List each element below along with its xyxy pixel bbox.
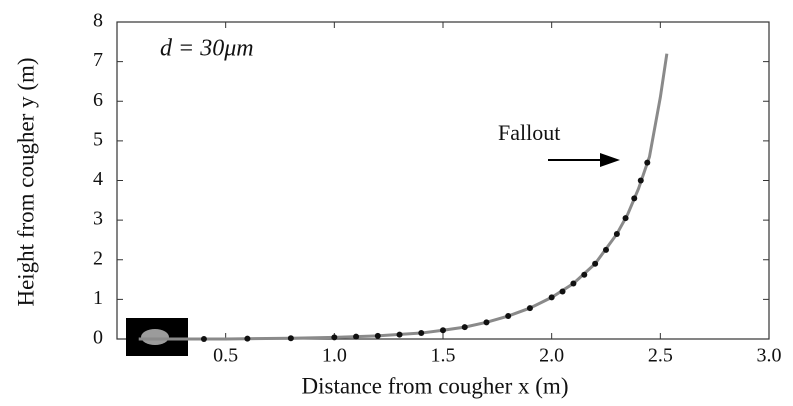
droplet-marker [570,281,576,287]
droplet-marker [440,327,446,333]
x-tick-label: 0.5 [213,345,238,367]
y-tick-label: 8 [93,10,103,32]
droplet-marker [353,334,359,340]
x-tick-label: 1.0 [322,345,347,367]
y-axis-label: Height from cougher y (m) [13,57,38,306]
droplet-marker [603,247,609,253]
x-axis-label: Distance from cougher x (m) [302,373,569,398]
droplet-marker [623,215,629,221]
droplet-marker [614,231,620,237]
plot-frame [117,22,769,339]
annotation: Fallout [498,120,560,145]
droplet-marker [527,305,533,311]
curve [139,54,667,339]
droplet-marker [638,178,644,184]
y-tick-label: 5 [93,128,103,150]
annotation-arrowhead [600,153,620,167]
droplet-marker [244,336,250,342]
cougher-figure [141,329,169,345]
x-tick-label: 2.5 [648,345,673,367]
x-tick-label: 1.5 [431,345,456,367]
y-tick-label: 4 [93,168,103,190]
y-tick-label: 6 [93,89,103,111]
droplet-marker [560,288,566,294]
droplet-marker [418,330,424,336]
chart: d = 30μm Fallout Distance from cougher x… [0,0,793,406]
y-tick-label: 0 [93,327,103,349]
droplet-marker [375,333,381,339]
droplet-marker [288,335,294,341]
droplet-marker [549,294,555,300]
droplet-marker [592,261,598,267]
droplet-marker [483,319,489,325]
annotation: d = 30μm [160,36,254,62]
droplet-marker [397,332,403,338]
y-tick-label: 1 [93,287,103,309]
y-tick-label: 7 [93,49,103,71]
droplet-marker [462,324,468,330]
droplet-marker [644,160,650,166]
droplet-marker [581,272,587,278]
droplet-marker [505,313,511,319]
y-tick-label: 2 [93,247,103,269]
y-tick-label: 3 [93,208,103,230]
droplet-marker [331,334,337,340]
droplet-marker [201,336,207,342]
droplet-marker [631,195,637,201]
x-tick-label: 3.0 [757,345,782,367]
x-tick-label: 2.0 [539,345,564,367]
